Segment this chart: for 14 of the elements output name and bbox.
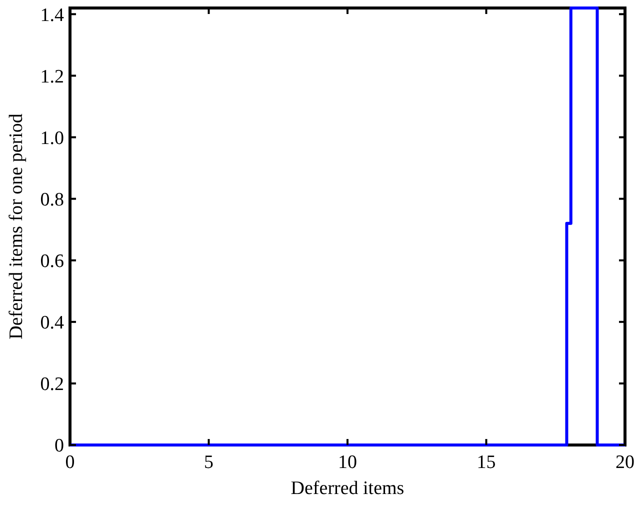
y-axis-title: Deferred items for one period xyxy=(6,113,27,340)
x-tick-label: 15 xyxy=(476,452,496,473)
x-tick-label: 5 xyxy=(204,452,214,473)
x-tick-label: 20 xyxy=(616,452,634,473)
y-tick-label: 1.4 xyxy=(40,4,64,26)
x-axis-title: Deferred items xyxy=(290,478,404,499)
y-tick-label: 0.4 xyxy=(40,312,64,334)
y-tick-label: 1.0 xyxy=(40,128,64,149)
x-tick-label: 10 xyxy=(338,452,357,473)
y-tick-label: 0.2 xyxy=(40,374,64,396)
y-tick-label: 1.2 xyxy=(40,66,64,88)
y-tick-label: 0.6 xyxy=(40,251,64,272)
y-tick-label: 0 xyxy=(54,436,64,457)
y-tick-label: 0.8 xyxy=(40,189,64,210)
